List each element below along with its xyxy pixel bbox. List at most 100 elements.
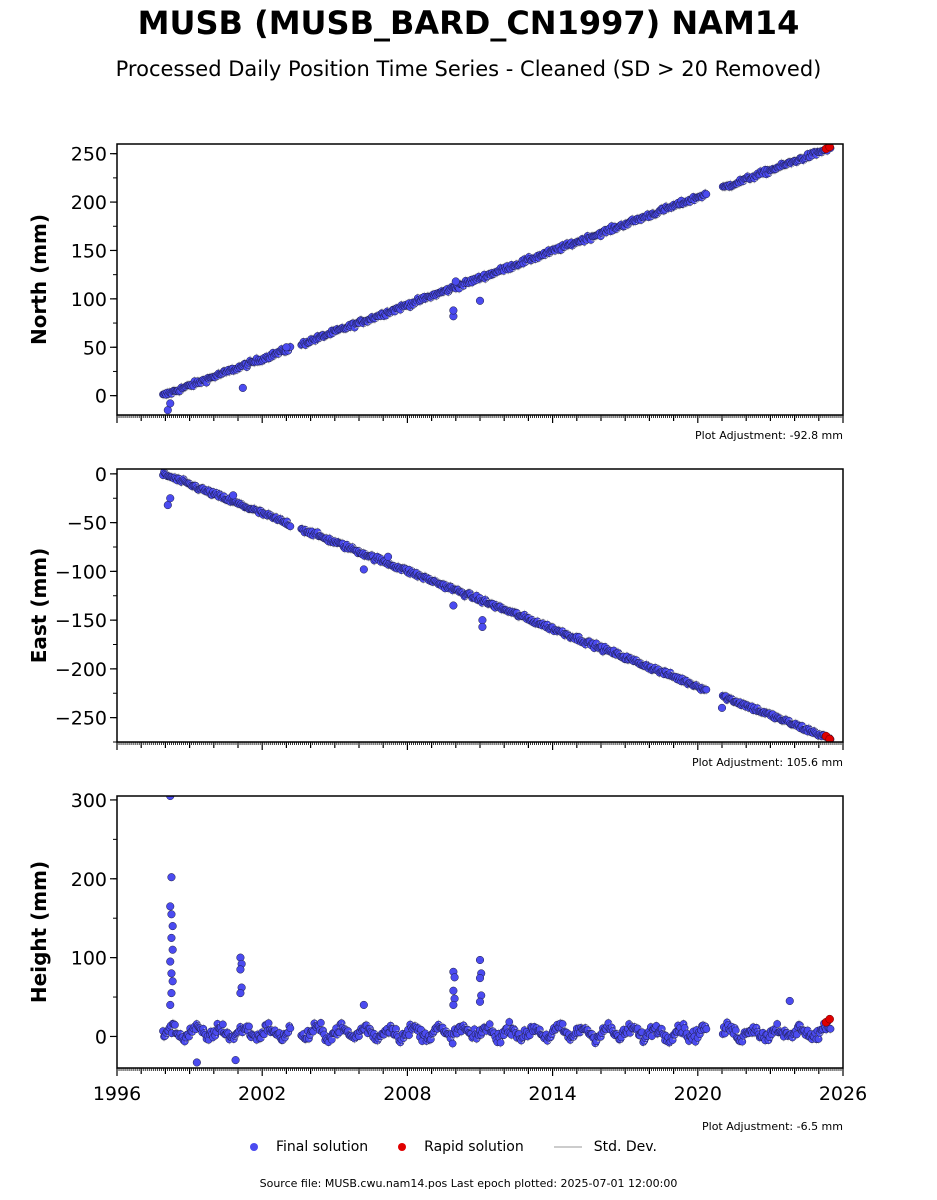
final-solution-point xyxy=(219,1020,227,1029)
data-points xyxy=(159,796,835,1067)
x-tick-label: 2026 xyxy=(819,1083,867,1105)
data-points xyxy=(159,144,835,415)
outlier-point xyxy=(229,491,238,500)
outlier-point xyxy=(168,977,177,986)
outlier-point xyxy=(449,986,458,995)
rapid-solution-point xyxy=(825,734,834,742)
final-solution-point xyxy=(317,1018,325,1027)
y-tick-label: −250 xyxy=(55,708,107,730)
outlier-point xyxy=(238,383,247,392)
outlier-point xyxy=(785,996,794,1006)
y-tick-label: 0 xyxy=(95,386,107,408)
y-tick-label: 0 xyxy=(95,464,107,486)
plot-adjustment-note: Plot Adjustment: 105.6 mm xyxy=(692,756,843,769)
y-tick-label: 200 xyxy=(71,192,107,214)
y-tick-label: −100 xyxy=(55,561,107,583)
outlier-point xyxy=(166,957,175,966)
x-tick-label: 2014 xyxy=(528,1083,576,1105)
outlier-point xyxy=(451,277,460,286)
final-solution-marker-icon xyxy=(250,1143,258,1151)
outlier-point xyxy=(167,873,176,882)
x-tick-label: 2020 xyxy=(674,1083,722,1105)
outlier-point xyxy=(168,922,177,931)
chart-title: MUSB (MUSB_BARD_CN1997) NAM14 xyxy=(137,4,800,42)
outlier-point xyxy=(359,565,368,574)
outlier-point xyxy=(167,989,176,998)
final-solution-point xyxy=(702,1025,711,1033)
outlier-point xyxy=(475,974,485,983)
outlier-point xyxy=(449,1000,458,1009)
outlier-point xyxy=(167,910,176,919)
y-tick-label: −50 xyxy=(67,513,107,535)
final-solution-point xyxy=(286,1024,295,1033)
outlier-point xyxy=(163,406,172,415)
plot-adjustment-note: Plot Adjustment: -92.8 mm xyxy=(695,429,843,442)
x-tick-label: 2008 xyxy=(383,1083,431,1105)
outlier-point xyxy=(359,1000,368,1009)
y-axis-label: Height (mm) xyxy=(27,861,51,1003)
outlier-point xyxy=(168,945,177,954)
y-tick-label: 50 xyxy=(83,337,107,359)
outlier-point xyxy=(449,601,458,610)
y-tick-label: 250 xyxy=(71,144,107,166)
std-dev-line-icon xyxy=(553,1146,582,1148)
final-solution-point xyxy=(485,1020,494,1028)
y-tick-label: 300 xyxy=(71,790,107,812)
legend: Final solution Rapid solution Std. Dev. xyxy=(250,1136,687,1158)
final-solution-point xyxy=(286,522,295,531)
y-tick-label: 100 xyxy=(71,948,107,970)
source-footer: Source file: MUSB.cwu.nam14.pos Last epo… xyxy=(259,1177,678,1190)
outlier-point xyxy=(282,343,291,352)
rapid-solution-point xyxy=(825,144,834,152)
final-solution-point xyxy=(171,1020,179,1029)
outlier-point xyxy=(475,955,485,965)
outlier-point xyxy=(192,1058,201,1067)
legend-final-label: Final solution xyxy=(276,1139,369,1155)
final-solution-point xyxy=(448,1039,457,1048)
outlier-point xyxy=(478,616,487,625)
final-solution-point xyxy=(702,685,711,694)
plot-adjustment-note: Plot Adjustment: -6.5 mm xyxy=(702,1120,843,1133)
final-solution-point xyxy=(264,1019,273,1028)
outlier-point xyxy=(475,296,485,305)
y-tick-label: 100 xyxy=(71,289,107,311)
panel-2: East (mm) 0 −50 −100 −150 −200 −250 Plot Adjust… xyxy=(27,464,844,769)
panel-3: Height (mm) 0 100 200 300 1996 2002 2008 2014 202… xyxy=(27,790,867,1133)
y-tick-label: −150 xyxy=(55,610,107,632)
final-solution-point xyxy=(245,1022,253,1031)
legend-std-label: Std. Dev. xyxy=(593,1139,657,1155)
outlier-point xyxy=(166,902,175,911)
outlier-point xyxy=(236,989,245,998)
y-tick-label: −200 xyxy=(55,659,107,681)
outlier-point xyxy=(163,501,172,510)
outlier-point xyxy=(478,622,487,632)
outlier-point xyxy=(166,399,175,408)
panel-1: North (mm) 0 50 100 150 200 250 Plot Adjustment… xyxy=(27,143,844,442)
final-solution-point xyxy=(558,1020,567,1028)
outlier-point xyxy=(236,965,245,974)
outlier-point xyxy=(231,1056,240,1065)
y-tick-label: 0 xyxy=(95,1026,107,1048)
outlier-point xyxy=(383,552,393,561)
legend-rapid-label: Rapid solution xyxy=(424,1139,524,1155)
chart-subtitle: Processed Daily Position Time Series - C… xyxy=(115,57,822,81)
x-tick-label: 1996 xyxy=(93,1083,141,1105)
y-axis-label: North (mm) xyxy=(27,214,51,345)
outlier-point xyxy=(717,703,727,712)
outlier-point xyxy=(166,494,175,503)
final-solution-point xyxy=(731,1026,740,1035)
final-solution-point xyxy=(702,190,711,199)
outlier-point xyxy=(450,973,459,982)
rapid-solution-point xyxy=(825,1014,834,1024)
legend-final: Final solution xyxy=(250,1139,368,1155)
final-solution-point xyxy=(496,1038,505,1047)
outlier-point xyxy=(167,933,176,942)
final-solution-point xyxy=(773,1020,782,1028)
x-tick-label: 2002 xyxy=(238,1083,286,1105)
outlier-point xyxy=(475,997,485,1006)
legend-std: Std. Dev. xyxy=(553,1139,657,1155)
outlier-point xyxy=(167,969,176,978)
y-tick-label: 150 xyxy=(71,240,107,262)
data-points xyxy=(159,469,835,742)
final-solution-point xyxy=(826,1025,835,1033)
